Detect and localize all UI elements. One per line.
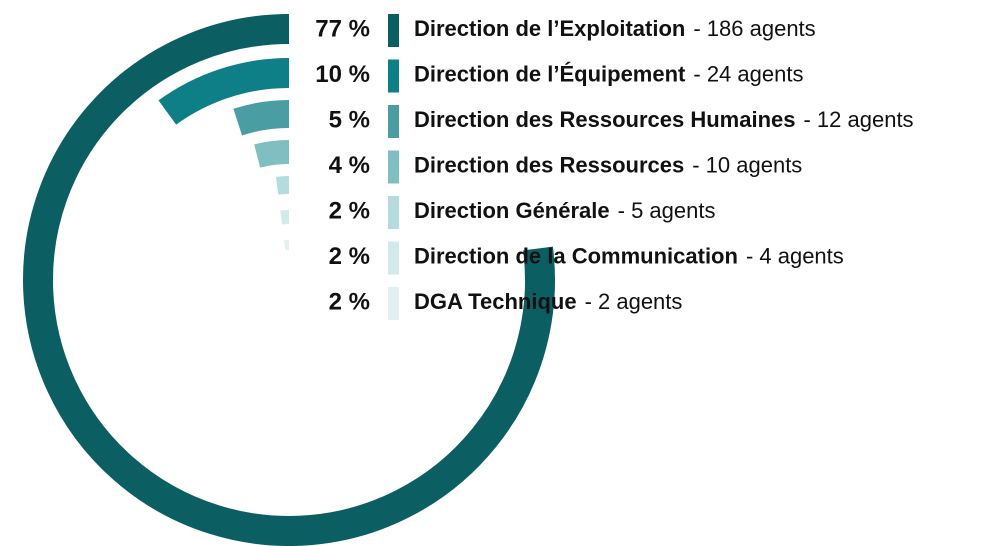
legend-entry: DGA Technique - 2 agents bbox=[414, 289, 682, 314]
legend-entry: Direction de l’Équipement - 24 agents bbox=[414, 61, 803, 86]
radial-bar bbox=[158, 58, 290, 125]
legend-entry: Direction des Ressources Humaines - 12 ag… bbox=[414, 107, 914, 132]
category-label: Direction des Ressources bbox=[414, 152, 684, 177]
legend-swatch bbox=[388, 196, 399, 229]
legend-swatch bbox=[388, 150, 399, 184]
category-label: Direction de l’Équipement bbox=[414, 61, 686, 86]
legend-entry: Direction de la Communication - 4 agents bbox=[414, 243, 844, 268]
agent-label: - 24 agents bbox=[693, 61, 803, 86]
legend-entry: Direction Générale - 5 agents bbox=[414, 198, 715, 223]
radial-bar bbox=[233, 100, 290, 136]
category-label: Direction des Ressources Humaines bbox=[414, 107, 795, 132]
value-label: 2 % bbox=[329, 197, 370, 224]
agent-label: - 12 agents bbox=[803, 107, 913, 132]
legend-swatch bbox=[388, 105, 399, 138]
value-label: 2 % bbox=[329, 288, 370, 315]
agent-label: - 186 agents bbox=[693, 16, 815, 41]
category-label: DGA Technique bbox=[414, 289, 577, 314]
category-label: Direction de la Communication bbox=[414, 243, 738, 268]
legend-swatch bbox=[388, 241, 399, 275]
agent-label: - 2 agents bbox=[585, 289, 683, 314]
legend-swatch bbox=[388, 14, 399, 47]
radial-bar bbox=[275, 176, 290, 195]
radial-bar bbox=[23, 14, 555, 546]
agent-label: - 5 agents bbox=[618, 198, 716, 223]
legend-swatch bbox=[388, 287, 399, 320]
legend-entry: Direction de l’Exploitation - 186 agents bbox=[414, 16, 816, 41]
legend-swatch bbox=[388, 59, 399, 93]
value-label: 10 % bbox=[315, 61, 370, 88]
value-label: 5 % bbox=[329, 106, 370, 133]
agent-label: - 10 agents bbox=[692, 152, 802, 177]
value-label: 77 % bbox=[315, 15, 370, 42]
category-label: Direction Générale bbox=[414, 198, 610, 223]
category-label: Direction de l’Exploitation bbox=[414, 16, 685, 41]
agent-label: - 4 agents bbox=[746, 243, 844, 268]
legend-entry: Direction des Ressources - 10 agents bbox=[414, 152, 802, 177]
value-label: 2 % bbox=[329, 243, 370, 270]
radial-bar bbox=[254, 140, 290, 168]
value-label: 4 % bbox=[329, 152, 370, 179]
